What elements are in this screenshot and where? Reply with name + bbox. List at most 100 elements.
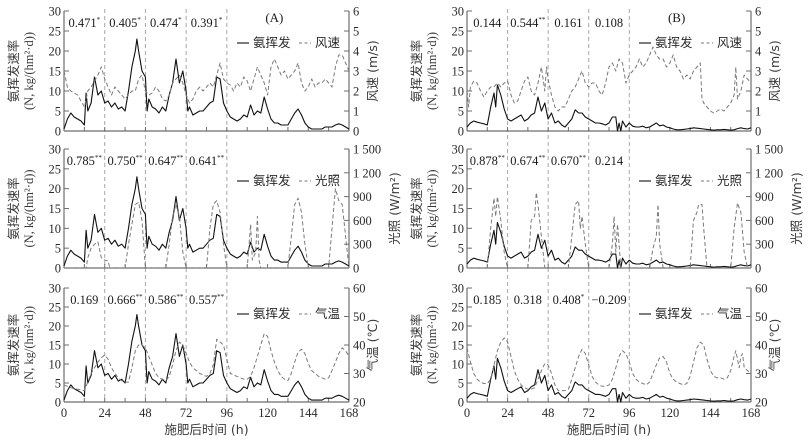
- x-tick-label: 120: [258, 406, 277, 420]
- correlation-label: 0.544**: [510, 16, 546, 30]
- legend-label-wind: 风速: [717, 35, 743, 50]
- correlation-label: 0.214: [595, 154, 624, 168]
- panel-label: (A): [265, 10, 283, 25]
- significance-mark: *: [137, 16, 141, 24]
- correlation-label: 0.586**: [148, 293, 184, 307]
- x-tick-label: 144: [701, 406, 721, 420]
- correlation-label: 0.108: [595, 16, 623, 30]
- y-right-tick-label: 6: [353, 5, 359, 19]
- correlation-label: 0.674**: [510, 154, 546, 168]
- y-left-tick-label: 25: [452, 162, 465, 176]
- y-left-title-line2: (N, kg/(hm²·d)): [425, 169, 439, 247]
- panel-b-temperature: 0 5 10 15 20 25 30 20 30 40 50 60 0 24 48 72 96 120 144 168…: [409, 282, 782, 438]
- correlation-value: 0.647: [148, 154, 176, 168]
- x-tick-label: 72: [180, 406, 193, 420]
- y-left-tick-label: 5: [55, 105, 61, 119]
- correlation-value: 0.144: [473, 16, 502, 30]
- y-left-tick-label: 30: [452, 143, 465, 157]
- y-left-tick-label: 25: [49, 162, 62, 176]
- y-left-title-line2: (N, kg/(hm²·d)): [425, 306, 439, 384]
- y-left-tick-label: 10: [49, 222, 62, 236]
- series-line-wind: [63, 54, 350, 108]
- y-left-tick-label: 30: [49, 5, 62, 19]
- correlation-value: 0.586: [148, 293, 176, 307]
- correlation-value: 0.474: [150, 16, 179, 30]
- legend-label-ammonia: 氨挥发: [655, 35, 693, 50]
- legend-label-ammonia: 氨挥发: [655, 173, 693, 188]
- y-right-tick-label: 1 500: [353, 143, 381, 157]
- x-tick-label: 168: [742, 406, 761, 420]
- correlation-label: 0.641**: [189, 154, 225, 168]
- y-left-tick-label: 25: [49, 301, 62, 315]
- panel-a-temperature: 0 5 10 15 20 25 30 20 30 40 50 60 0 24 48 72 96 120 144 168…: [6, 282, 380, 438]
- legend-label-ammonia: 氨挥发: [253, 35, 291, 50]
- significance-mark: **: [136, 293, 144, 301]
- series-line-temperature: [466, 337, 752, 392]
- significance-mark: *: [219, 16, 223, 24]
- series-line-ammonia: [63, 38, 350, 130]
- y-left-tick-label: 15: [49, 202, 62, 216]
- x-tick-label: 48: [139, 406, 152, 420]
- legend: 氨挥发 气温: [237, 306, 341, 321]
- y-left-title-line1: 氨挥发速率: [409, 177, 424, 240]
- y-left-tick-label: 30: [49, 282, 62, 296]
- y-right-tick-label: 600: [755, 214, 774, 228]
- y-left-tick-label: 5: [458, 105, 464, 119]
- significance-mark: **: [176, 154, 184, 162]
- x-tick-label: 24: [501, 406, 514, 420]
- y-left-title-line2: (N, kg/(hm²·d)): [425, 32, 439, 110]
- y-right-tick-label: 300: [755, 238, 774, 252]
- x-tick-label: 0: [464, 406, 470, 420]
- y-left-tick-label: 25: [452, 301, 465, 315]
- y-left-tick-label: 0: [458, 125, 464, 139]
- legend: 氨挥发 光照: [639, 173, 742, 188]
- y-left-tick-label: 5: [458, 377, 464, 391]
- significance-mark: *: [178, 16, 182, 24]
- correlation-label: 0.474*: [150, 16, 182, 30]
- significance-mark: **: [176, 293, 184, 301]
- y-right-tick-label: 30: [755, 367, 768, 381]
- y-left-title-line2: (N, kg/(hm²·d)): [22, 32, 36, 110]
- correlation-label: 0.161: [554, 16, 582, 30]
- correlation-value: 0.878: [470, 154, 498, 168]
- y-left-tick-label: 0: [458, 262, 464, 276]
- correlation-value: 0.641: [189, 154, 217, 168]
- legend-label-temperature: 气温: [717, 306, 743, 321]
- correlation-value: 0.670: [551, 154, 579, 168]
- y-left-tick-label: 15: [452, 339, 465, 353]
- y-right-tick-label: 5: [755, 25, 761, 39]
- y-right-tick-label: 3: [353, 65, 359, 79]
- y-right-tick-label: 900: [353, 190, 372, 204]
- correlation-label: 0.405*: [109, 16, 141, 30]
- y-right-tick-label: 20: [755, 396, 768, 410]
- correlation-value: 0.544: [510, 16, 539, 30]
- y-right-tick-label: 0: [755, 262, 761, 276]
- correlation-label: 0.647**: [148, 154, 184, 168]
- y-right-title: 光照 (W/m²): [789, 172, 804, 245]
- y-right-tick-label: 5: [353, 25, 359, 39]
- y-left-tick-label: 5: [458, 242, 464, 256]
- correlation-value: 0.318: [514, 293, 542, 307]
- y-right-tick-label: 20: [353, 396, 366, 410]
- y-left-tick-label: 15: [452, 65, 465, 79]
- y-left-tick-label: 25: [452, 25, 465, 39]
- y-right-tick-label: 2: [755, 85, 761, 99]
- correlation-label: −0.209: [591, 293, 626, 307]
- correlation-value: 0.471: [69, 16, 97, 30]
- legend: 氨挥发 风速: [639, 35, 743, 50]
- y-left-tick-label: 10: [49, 85, 62, 99]
- y-left-tick-label: 0: [55, 262, 61, 276]
- y-left-tick-label: 20: [452, 182, 465, 196]
- correlation-value: 0.750: [108, 154, 136, 168]
- x-tick-label: 168: [340, 406, 359, 420]
- day-dividers-b: [507, 9, 630, 402]
- significance-mark: **: [498, 154, 506, 162]
- x-axis-title: 施肥后时间 (h): [164, 422, 248, 437]
- series-line-light: [467, 192, 749, 269]
- y-right-tick-label: 40: [353, 339, 366, 353]
- series-line-light: [64, 188, 350, 269]
- correlation-value: 0.785: [67, 154, 95, 168]
- y-left-tick-label: 25: [49, 25, 62, 39]
